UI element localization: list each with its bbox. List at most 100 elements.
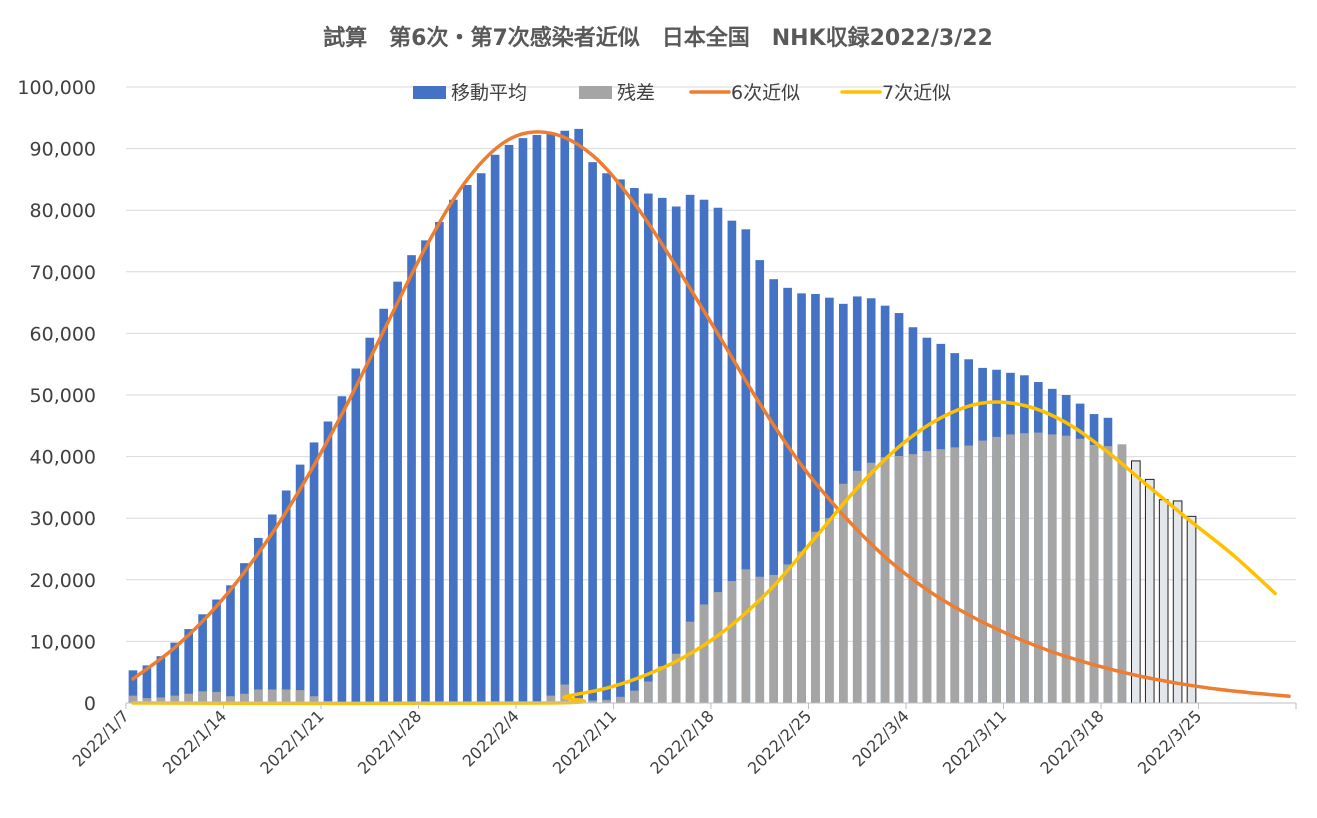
moving-average-bar — [462, 184, 472, 704]
moving-average-bar — [142, 665, 152, 703]
moving-average-bar — [755, 260, 765, 703]
moving-average-bar — [212, 599, 221, 703]
residual-bar — [630, 690, 639, 703]
seventh-wave-fit-line — [131, 400, 1277, 706]
x-tick-label: 2022/1/7 — [69, 706, 133, 770]
moving-average-bar — [699, 199, 709, 703]
moving-average-bar — [671, 206, 681, 703]
moving-average-bar — [657, 197, 667, 703]
residual-bar — [156, 697, 166, 703]
moving-average-bar — [546, 132, 556, 704]
x-tick-label: 2022/2/4 — [459, 706, 523, 770]
bars — [128, 128, 1197, 704]
moving-average-bar — [769, 279, 778, 703]
residual-bar — [699, 604, 709, 703]
moving-average-bar — [518, 138, 528, 704]
sixth-wave-fit-line — [131, 130, 1291, 698]
moving-average-bar — [226, 585, 235, 703]
residual-bar — [839, 483, 848, 703]
residual-bar — [226, 696, 235, 703]
y-tick-label: 60,000 — [30, 323, 96, 345]
residual-bar — [783, 564, 792, 703]
forecast-bar — [1158, 499, 1169, 704]
residual-bar — [184, 693, 193, 703]
residual-bar — [922, 451, 932, 703]
moving-average-bar — [254, 537, 263, 703]
moving-average-bar — [184, 629, 193, 703]
y-axis: 0 10,000 20,000 30,000 40,000 50,000 60,000 70,… — [17, 77, 96, 715]
moving-average-bar — [783, 287, 792, 703]
lines — [131, 130, 1291, 706]
x-tick-label: 2022/1/14 — [159, 706, 230, 777]
x-tick-label: 2022/2/25 — [744, 706, 815, 777]
moving-average-bar — [295, 464, 305, 703]
forecast-bar — [1172, 500, 1183, 704]
residual-bar — [1047, 434, 1057, 703]
moving-average-bar — [588, 162, 597, 704]
moving-average-bar — [267, 514, 277, 703]
x-tick-label: 2022/1/21 — [256, 706, 327, 777]
y-tick-label: 90,000 — [30, 139, 96, 161]
residual-bar — [560, 684, 570, 703]
y-tick-label: 30,000 — [30, 508, 96, 530]
residual-bar — [685, 621, 695, 703]
residual-bar — [644, 681, 653, 703]
moving-average-bar — [532, 135, 542, 704]
x-axis: 2022/1/7 2022/1/14 2022/1/21 2022/1/28 2022/… — [69, 702, 1297, 778]
legend: 移動平均 残差 6次近似 7次近似 — [413, 82, 951, 104]
residual-bar — [741, 569, 751, 703]
residual-bar — [797, 551, 806, 703]
moving-average-bar — [309, 442, 319, 703]
forecast-bar — [1144, 478, 1155, 704]
moving-average-bar — [337, 396, 347, 703]
residual-bar — [240, 693, 249, 703]
y-tick-label: 70,000 — [30, 262, 96, 284]
moving-average-bar — [198, 614, 207, 703]
residual-bar — [713, 592, 723, 703]
moving-average-bar — [490, 154, 500, 703]
x-tick-label: 2022/3/11 — [939, 706, 1010, 777]
residual-bar — [170, 695, 180, 703]
moving-average-bar — [379, 308, 388, 703]
moving-average-bar — [170, 642, 180, 703]
moving-average-bar — [630, 188, 639, 704]
moving-average-bar — [156, 656, 166, 703]
residual-bar — [1103, 446, 1113, 703]
moving-average-bar — [616, 179, 625, 703]
moving-average-bar — [811, 293, 820, 703]
residual-bar — [866, 462, 876, 703]
moving-average-bar — [560, 130, 570, 704]
y-tick-label: 20,000 — [30, 570, 96, 592]
residual-bar — [616, 696, 625, 703]
moving-average-bar — [435, 221, 444, 704]
moving-average-bar — [449, 199, 458, 703]
residual-bar — [936, 449, 946, 703]
x-tick-label: 2022/2/18 — [646, 706, 717, 777]
y-tick-label: 50,000 — [30, 385, 96, 407]
residual-bar — [755, 576, 765, 703]
residual-bar — [657, 666, 667, 703]
moving-average-bar — [393, 281, 402, 703]
moving-average-bar — [685, 194, 695, 704]
chart-title: 試算 第6次・第7次感染者近似 日本全国 NHK収録2022/3/22 — [323, 25, 993, 51]
residual-bar — [769, 574, 778, 703]
moving-average-bar — [574, 128, 583, 703]
legend-residual-swatch — [579, 86, 612, 99]
y-tick-label: 10,000 — [30, 631, 96, 653]
residual-bar — [142, 698, 152, 703]
residual-bar — [128, 695, 138, 703]
moving-average-bar — [476, 173, 486, 704]
residual-bar — [546, 695, 556, 703]
legend-moving-average-label: 移動平均 — [451, 82, 527, 104]
moving-average-bar — [281, 490, 291, 703]
residual-bar — [602, 699, 611, 703]
residual-bar — [198, 691, 207, 703]
residual-bar — [1006, 434, 1015, 703]
residual-bar — [992, 436, 1001, 703]
residual-bar — [894, 455, 904, 703]
legend-residual-label: 残差 — [617, 82, 655, 104]
y-tick-label: 80,000 — [30, 200, 96, 222]
residual-bar — [1020, 433, 1029, 703]
residual-bar — [267, 689, 277, 703]
